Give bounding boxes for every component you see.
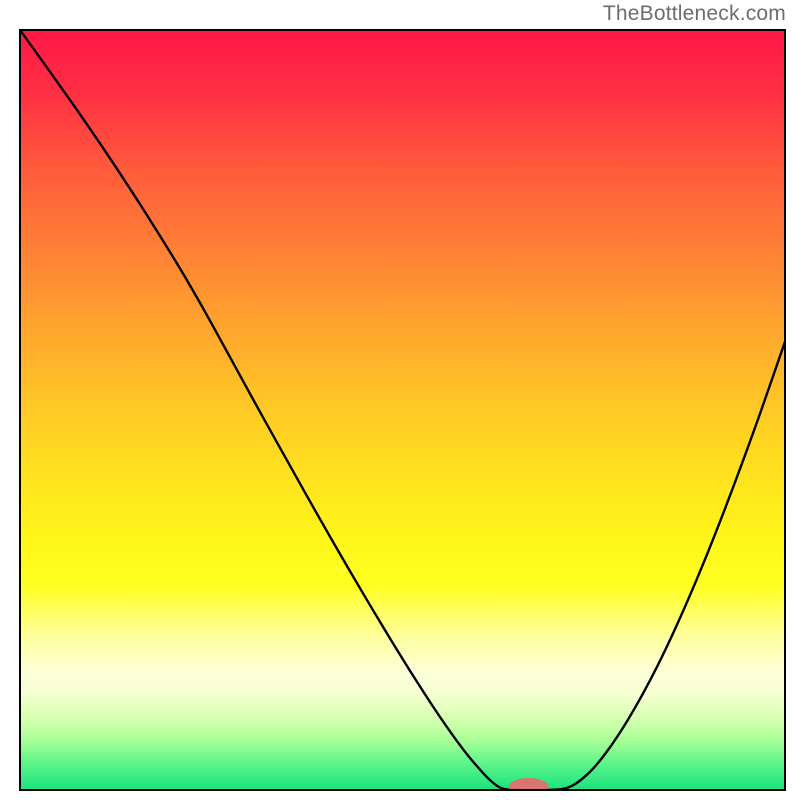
plot-background <box>20 30 785 790</box>
optimum-marker <box>509 778 549 796</box>
watermark-text: TheBottleneck.com <box>603 2 786 26</box>
bottleneck-chart <box>0 0 800 800</box>
chart-container: TheBottleneck.com <box>0 0 800 800</box>
